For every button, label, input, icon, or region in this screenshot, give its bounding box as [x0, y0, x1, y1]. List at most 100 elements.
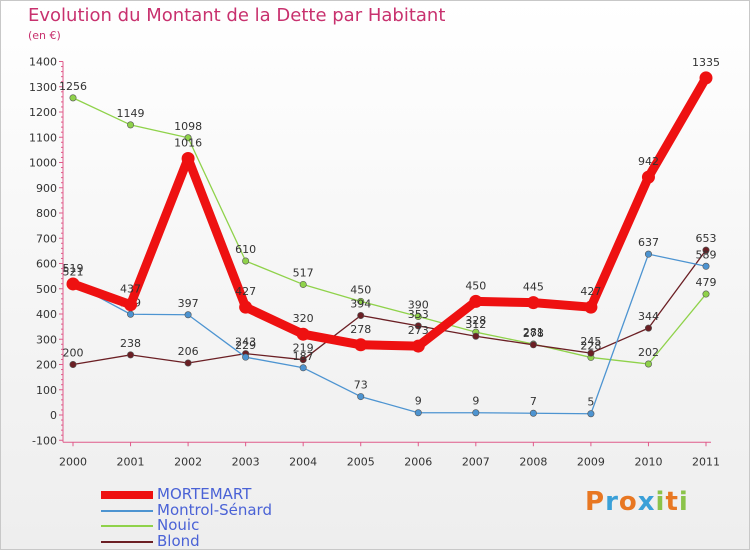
- x-tick-label: 2007: [462, 455, 490, 468]
- data-label: 278: [350, 323, 371, 336]
- data-label: 243: [235, 336, 256, 349]
- legend-swatch: [101, 540, 153, 543]
- y-tick-label: 1200: [29, 106, 57, 119]
- y-tick-label: 700: [36, 232, 57, 245]
- data-label: 5: [587, 396, 594, 409]
- x-tick-label: 2006: [404, 455, 432, 468]
- data-label: 1149: [117, 107, 145, 120]
- data-label: 517: [293, 266, 314, 279]
- data-label: 187: [293, 350, 314, 363]
- y-tick-label: 0: [50, 409, 57, 422]
- data-label: 238: [120, 337, 141, 350]
- data-label: 942: [638, 155, 659, 168]
- data-point: [357, 297, 365, 305]
- data-point: [584, 300, 598, 314]
- data-point: [644, 324, 652, 332]
- data-point: [299, 280, 307, 288]
- data-label: 1256: [59, 80, 87, 93]
- data-label: 427: [580, 285, 601, 298]
- data-label: 9: [472, 395, 479, 408]
- data-point: [181, 151, 195, 165]
- y-tick-label: -100: [32, 434, 57, 447]
- data-label: 519: [63, 262, 84, 275]
- x-tick-label: 2002: [174, 455, 202, 468]
- data-point: [702, 262, 710, 270]
- y-tick-label: 400: [36, 308, 57, 321]
- y-tick-label: 800: [36, 207, 57, 220]
- data-label: 1016: [174, 136, 202, 149]
- logo-letter: P: [585, 487, 606, 517]
- x-tick-label: 2005: [347, 455, 375, 468]
- logo-letter: i: [678, 487, 689, 517]
- data-label: 427: [235, 285, 256, 298]
- data-point: [184, 311, 192, 319]
- data-point: [242, 257, 250, 265]
- data-label: 353: [408, 308, 429, 321]
- data-point: [127, 351, 135, 359]
- data-point: [414, 313, 422, 321]
- logo-letter: i: [655, 487, 666, 517]
- data-label: 229: [235, 339, 256, 352]
- data-label: 653: [696, 232, 717, 245]
- x-tick-label: 2000: [59, 455, 87, 468]
- x-tick-label: 2008: [519, 455, 547, 468]
- y-tick-label: 300: [36, 333, 57, 346]
- data-label: 450: [465, 279, 486, 292]
- logo-letter: r: [605, 487, 619, 517]
- data-point: [127, 310, 135, 318]
- data-point: [644, 360, 652, 368]
- data-point: [69, 360, 77, 368]
- data-label: 328: [465, 314, 486, 327]
- series-line: [72, 97, 707, 365]
- series-line: [72, 249, 707, 366]
- data-point: [357, 393, 365, 401]
- x-tick-label: 2001: [117, 455, 145, 468]
- data-label: 206: [178, 345, 199, 358]
- series-line: [68, 73, 711, 351]
- chart-title: Evolution du Montant de la Dette par Hab…: [28, 5, 446, 26]
- data-point: [702, 246, 710, 254]
- legend-label: Montrol-Sénard: [157, 500, 272, 519]
- data-point: [469, 294, 483, 308]
- y-tick-label: 100: [36, 384, 57, 397]
- y-tick-label: 1400: [29, 56, 57, 69]
- data-point: [299, 356, 307, 364]
- logo-letter: t: [665, 487, 679, 517]
- data-label: 202: [638, 346, 659, 359]
- y-tick-label: 900: [36, 182, 57, 195]
- logo-letter: x: [637, 487, 656, 517]
- data-label: 200: [63, 347, 84, 360]
- data-label: 450: [350, 283, 371, 296]
- data-point: [127, 121, 135, 129]
- data-label: 278: [523, 327, 544, 340]
- data-point: [641, 170, 655, 184]
- data-point: [184, 359, 192, 367]
- data-label: 219: [293, 342, 314, 355]
- data-point: [184, 134, 192, 142]
- data-point: [354, 338, 368, 352]
- data-label: 637: [638, 236, 659, 249]
- data-label: 1335: [692, 56, 720, 69]
- data-point: [69, 94, 77, 102]
- data-label: 610: [235, 243, 256, 256]
- series-line: [72, 253, 707, 415]
- data-point: [239, 300, 253, 314]
- data-point: [526, 296, 540, 310]
- data-label: 273: [408, 324, 429, 337]
- data-label: 245: [580, 335, 601, 348]
- legend-label: Nouic: [157, 516, 200, 534]
- data-point: [66, 277, 80, 291]
- data-point: [587, 410, 595, 418]
- data-point: [529, 341, 537, 349]
- data-label: 394: [350, 298, 371, 311]
- data-point: [124, 298, 138, 312]
- data-label: 7: [530, 395, 537, 408]
- data-label: 445: [523, 281, 544, 294]
- y-tick-label: 200: [36, 359, 57, 372]
- legend-swatch: [101, 525, 153, 527]
- data-label: 521: [63, 265, 84, 278]
- y-tick-label: 1300: [29, 81, 57, 94]
- proxiti-logo: Proxiti: [585, 487, 689, 517]
